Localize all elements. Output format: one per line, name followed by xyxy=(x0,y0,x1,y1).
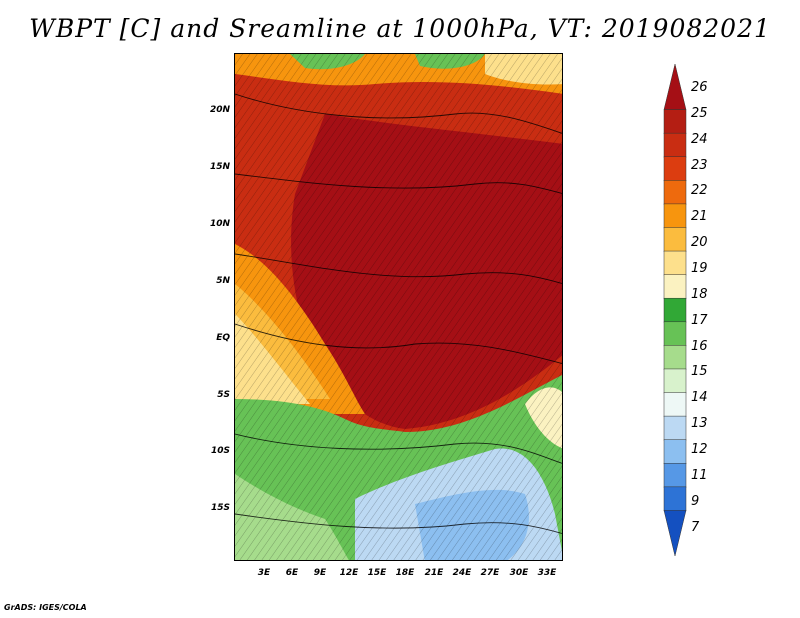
lon-label-27e: 27E xyxy=(480,568,500,578)
temperature-field xyxy=(235,54,562,560)
lon-label-33e: 33E xyxy=(537,568,557,578)
lon-label-9e: 9E xyxy=(313,568,327,578)
lat-label-20n: 20N xyxy=(209,105,230,115)
colorbar-label: 24 xyxy=(691,132,708,147)
colorbar-label: 9 xyxy=(691,494,700,509)
credit-text: GrADS: IGES/COLA xyxy=(4,603,87,612)
colorbar-label: 18 xyxy=(691,287,708,302)
colorbar-label: 25 xyxy=(691,106,708,121)
lat-label-10s: 10S xyxy=(210,446,230,456)
colorbar-swatch xyxy=(663,180,687,205)
map-plot xyxy=(234,53,563,561)
colorbar-swatch xyxy=(663,109,687,134)
colorbar-swatch xyxy=(663,486,687,512)
lat-label-15s: 15S xyxy=(210,503,230,513)
lon-label-30e: 30E xyxy=(509,568,529,578)
colorbar-label: 22 xyxy=(691,183,708,198)
colorbar-label: 23 xyxy=(691,158,708,173)
colorbar-swatch xyxy=(663,132,687,158)
lon-label-3e: 3E xyxy=(257,568,271,578)
map-title: WBPT [C] and Sreamline at 1000hPa, VT: 2… xyxy=(29,14,771,43)
colorbar-label: 26 xyxy=(691,80,708,95)
lat-label-eq: EQ xyxy=(216,333,230,343)
colorbar-label: 11 xyxy=(691,468,708,483)
colorbar-swatch xyxy=(663,297,687,323)
colorbar-swatch xyxy=(663,250,687,276)
colorbar-swatch xyxy=(663,510,687,557)
lat-label-5n: 5N xyxy=(216,276,230,286)
colorbar-swatch xyxy=(663,392,687,417)
lon-label-12e: 12E xyxy=(339,568,359,578)
colorbar-swatch xyxy=(663,463,687,488)
colorbar-label: 16 xyxy=(691,339,708,354)
colorbar xyxy=(663,63,687,557)
colorbar-label: 14 xyxy=(691,390,708,405)
colorbar-swatch xyxy=(663,368,687,394)
colorbar-swatch xyxy=(663,156,687,182)
lon-label-6e: 6E xyxy=(285,568,299,578)
colorbar-swatch xyxy=(663,345,687,370)
lat-label-5s: 5S xyxy=(217,390,230,400)
lat-label-10n: 10N xyxy=(209,219,230,229)
colorbar-label: 12 xyxy=(691,442,708,457)
colorbar-swatch xyxy=(663,321,687,347)
lat-label-15n: 15N xyxy=(209,162,230,172)
lon-label-21e: 21E xyxy=(424,568,444,578)
colorbar-label: 7 xyxy=(691,520,700,535)
lon-label-24e: 24E xyxy=(452,568,472,578)
colorbar-label: 20 xyxy=(691,235,708,250)
colorbar-label: 17 xyxy=(691,313,708,328)
colorbar-swatch xyxy=(663,274,687,299)
colorbar-label: 13 xyxy=(691,416,708,431)
colorbar-swatch xyxy=(663,63,687,110)
lon-label-15e: 15E xyxy=(367,568,387,578)
lon-label-18e: 18E xyxy=(395,568,415,578)
colorbar-label: 19 xyxy=(691,261,708,276)
colorbar-label: 15 xyxy=(691,364,708,379)
colorbar-swatch xyxy=(663,439,687,465)
colorbar-swatch xyxy=(663,227,687,252)
colorbar-swatch xyxy=(663,203,687,229)
colorbar-swatch xyxy=(663,415,687,441)
colorbar-label: 21 xyxy=(691,209,708,224)
